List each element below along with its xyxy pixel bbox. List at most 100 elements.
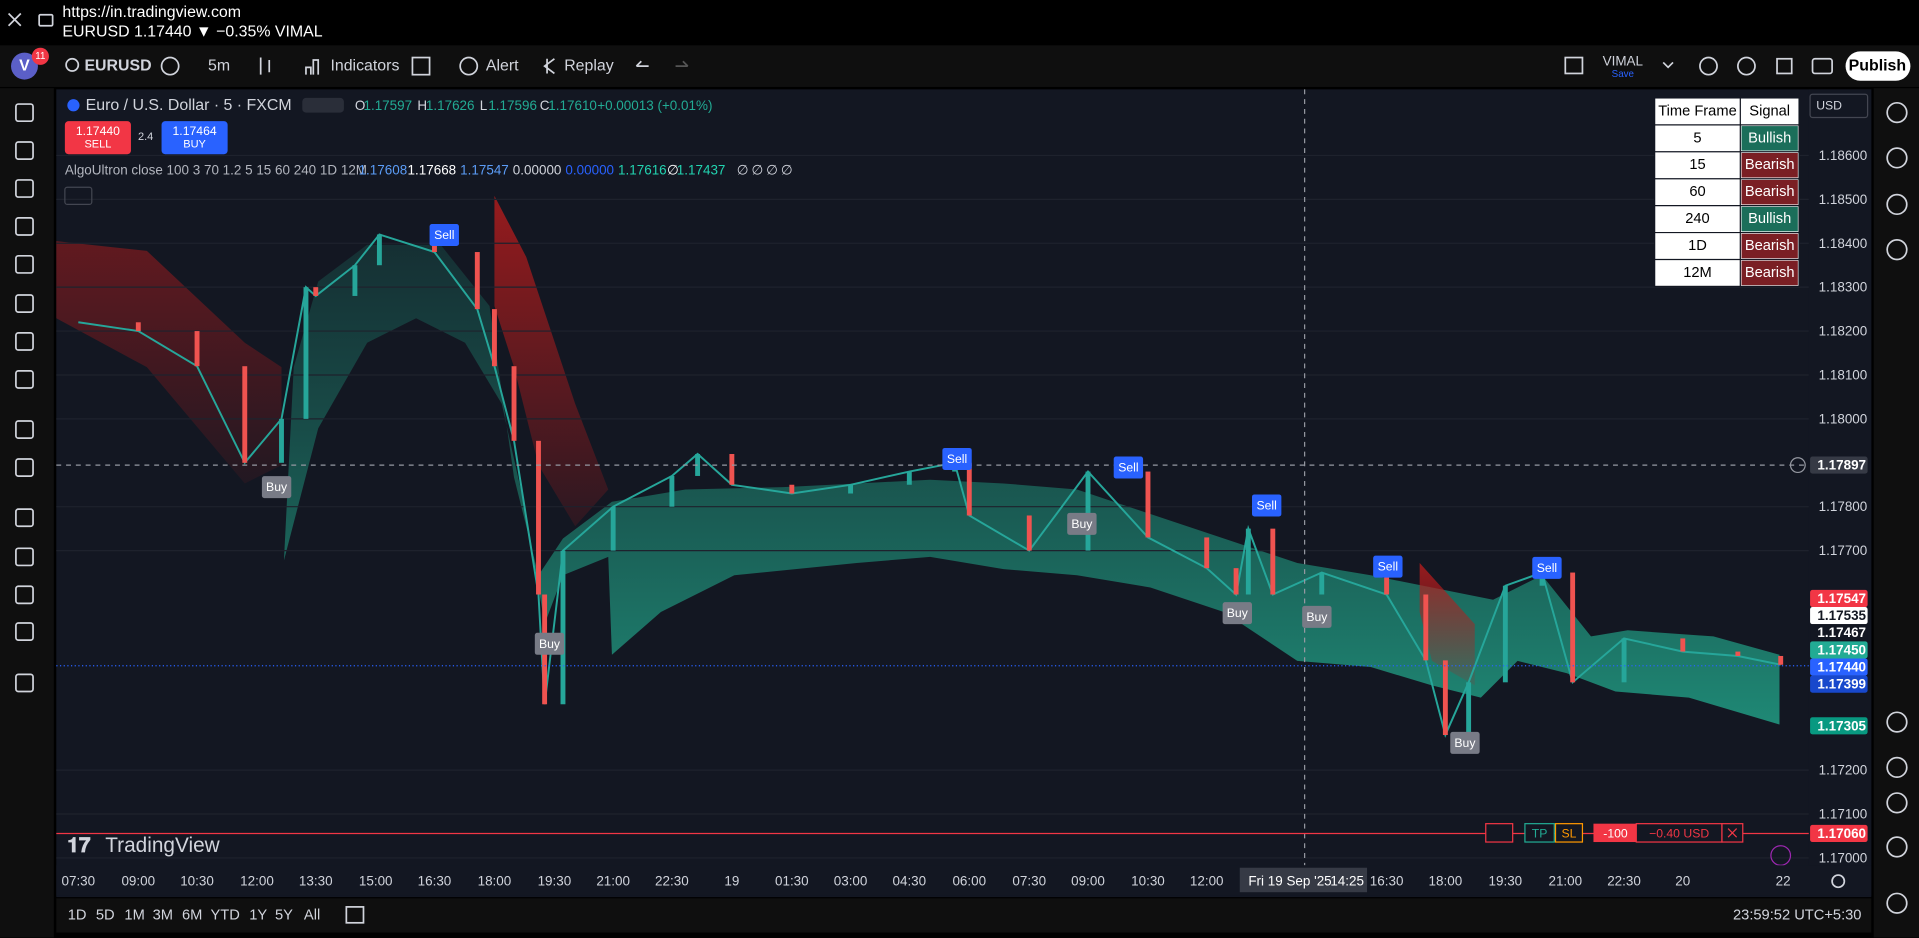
range-button[interactable]: 5Y — [275, 907, 293, 923]
candle — [966, 462, 972, 516]
sidebar-button[interactable] — [1886, 792, 1908, 814]
signal-badge — [1532, 556, 1562, 579]
search-icon[interactable] — [65, 57, 80, 72]
range-button[interactable]: YTD — [211, 907, 240, 923]
sidebar-button[interactable] — [1886, 147, 1908, 169]
tool-button[interactable] — [15, 217, 34, 236]
tool-button[interactable] — [15, 369, 34, 389]
time-label: 09:00 — [1071, 874, 1105, 889]
currency-select[interactable] — [1809, 93, 1869, 119]
range-button[interactable]: 1D — [68, 907, 87, 923]
signal-label: Sell — [434, 228, 454, 242]
signal-badge — [1222, 602, 1253, 625]
avatar[interactable] — [11, 52, 38, 80]
signal-table: Time Frame Signal 5 Bullish 15 Bearish 60 Beari… — [1654, 97, 1800, 288]
redo-icon[interactable] — [675, 60, 689, 67]
indicators-button[interactable]: Indicators — [330, 58, 399, 75]
range-button[interactable]: 1M — [124, 907, 144, 923]
layout-icon[interactable] — [1564, 56, 1584, 75]
quick-search[interactable] — [1699, 56, 1718, 76]
time-label: 10:30 — [180, 874, 214, 889]
indicator-value: 1.17608 — [359, 163, 408, 178]
axis-settings[interactable] — [1831, 874, 1846, 889]
chart-type-icon[interactable] — [259, 57, 271, 75]
tool-button[interactable] — [15, 547, 34, 567]
interval[interactable]: 5m — [208, 58, 230, 75]
candle — [1778, 655, 1784, 665]
tool-button[interactable] — [15, 622, 34, 641]
candle — [669, 475, 675, 507]
legend-title: Euro / U.S. Dollar · 5 · FXCM — [86, 97, 292, 114]
sl-button[interactable] — [1554, 823, 1584, 843]
replay-icon[interactable] — [543, 58, 555, 75]
signal-badge — [1302, 605, 1332, 628]
table-cell: Bullish — [1748, 130, 1791, 146]
compare-icon[interactable] — [160, 56, 180, 76]
sidebar-button[interactable] — [1886, 892, 1908, 914]
tool-button[interactable] — [15, 420, 34, 440]
sidebar-button[interactable] — [1886, 101, 1908, 124]
close-icon[interactable] — [7, 12, 22, 27]
legend-status — [302, 97, 344, 113]
indicators-icon[interactable] — [305, 59, 320, 75]
tool-button[interactable] — [15, 585, 34, 605]
tool-button[interactable] — [15, 294, 34, 313]
alert-button[interactable]: Alert — [486, 58, 519, 75]
undo-icon[interactable] — [635, 60, 649, 67]
ohlc-key: O — [355, 98, 365, 113]
range-button[interactable]: 5D — [96, 907, 115, 923]
sell-button[interactable] — [64, 121, 131, 155]
publish-button[interactable] — [1845, 51, 1911, 81]
tool-button[interactable] — [15, 673, 34, 693]
sidebar-button[interactable] — [1886, 193, 1908, 216]
time-label: 09:00 — [121, 874, 155, 889]
price-tag-label: 1.17467 — [1817, 625, 1866, 640]
candle — [1680, 638, 1686, 652]
templates-icon[interactable] — [411, 56, 431, 76]
indicator-value: ∅ — [737, 163, 749, 178]
currency[interactable]: USD — [1816, 98, 1842, 112]
buy-button[interactable] — [161, 121, 228, 155]
price-tag-label: 1.17897 — [1817, 458, 1866, 473]
layout-name[interactable]: VIMAL — [1603, 54, 1644, 69]
tool-button[interactable] — [15, 332, 34, 351]
tp-button[interactable] — [1524, 823, 1555, 843]
sidebar-button[interactable] — [1886, 756, 1908, 779]
order-reverse[interactable] — [1485, 823, 1514, 843]
sidebar-button[interactable] — [1886, 711, 1908, 733]
range-button[interactable]: All — [304, 907, 320, 923]
range-button[interactable]: 3M — [153, 907, 173, 923]
signal-label: Sell — [1378, 560, 1398, 574]
tool-button[interactable] — [15, 141, 34, 160]
signal-label: Sell — [1537, 561, 1557, 575]
range-button[interactable]: 6M — [182, 907, 202, 923]
crosshair-add[interactable] — [1789, 457, 1806, 474]
sidebar-button[interactable] — [1886, 239, 1908, 261]
symbol[interactable]: EURUSD — [84, 58, 151, 75]
snapshot-icon[interactable] — [1811, 57, 1833, 75]
goto-date-icon[interactable] — [345, 906, 365, 924]
ohlc-key: L — [480, 98, 488, 113]
range-button[interactable]: 1Y — [249, 907, 267, 923]
tool-button[interactable] — [15, 179, 34, 198]
fullscreen-icon[interactable] — [1776, 57, 1793, 75]
layout-menu[interactable] — [1662, 61, 1674, 69]
alert-icon[interactable] — [459, 56, 479, 76]
ohlc-value: 1.17626 — [426, 98, 475, 113]
tool-button[interactable] — [15, 103, 34, 123]
price-tag-label: 1.17440 — [1817, 660, 1866, 675]
indicator-value: ∅ — [751, 163, 763, 178]
price-tag-label: 1.17535 — [1817, 608, 1866, 623]
tool-button[interactable] — [15, 254, 34, 274]
sl-label: SL — [1562, 826, 1577, 840]
sidebar-button[interactable] — [1886, 836, 1908, 858]
collapse-legend[interactable] — [64, 186, 93, 206]
time-label: 06:00 — [952, 874, 986, 889]
replay-button[interactable]: Replay — [564, 58, 614, 75]
tool-button[interactable] — [15, 458, 34, 477]
candle — [1085, 471, 1091, 551]
settings-icon[interactable] — [1737, 56, 1756, 76]
ohlc-value: 1.17597 — [363, 98, 412, 113]
table-cell: Bearish — [1745, 184, 1795, 200]
tool-button[interactable] — [15, 508, 34, 528]
